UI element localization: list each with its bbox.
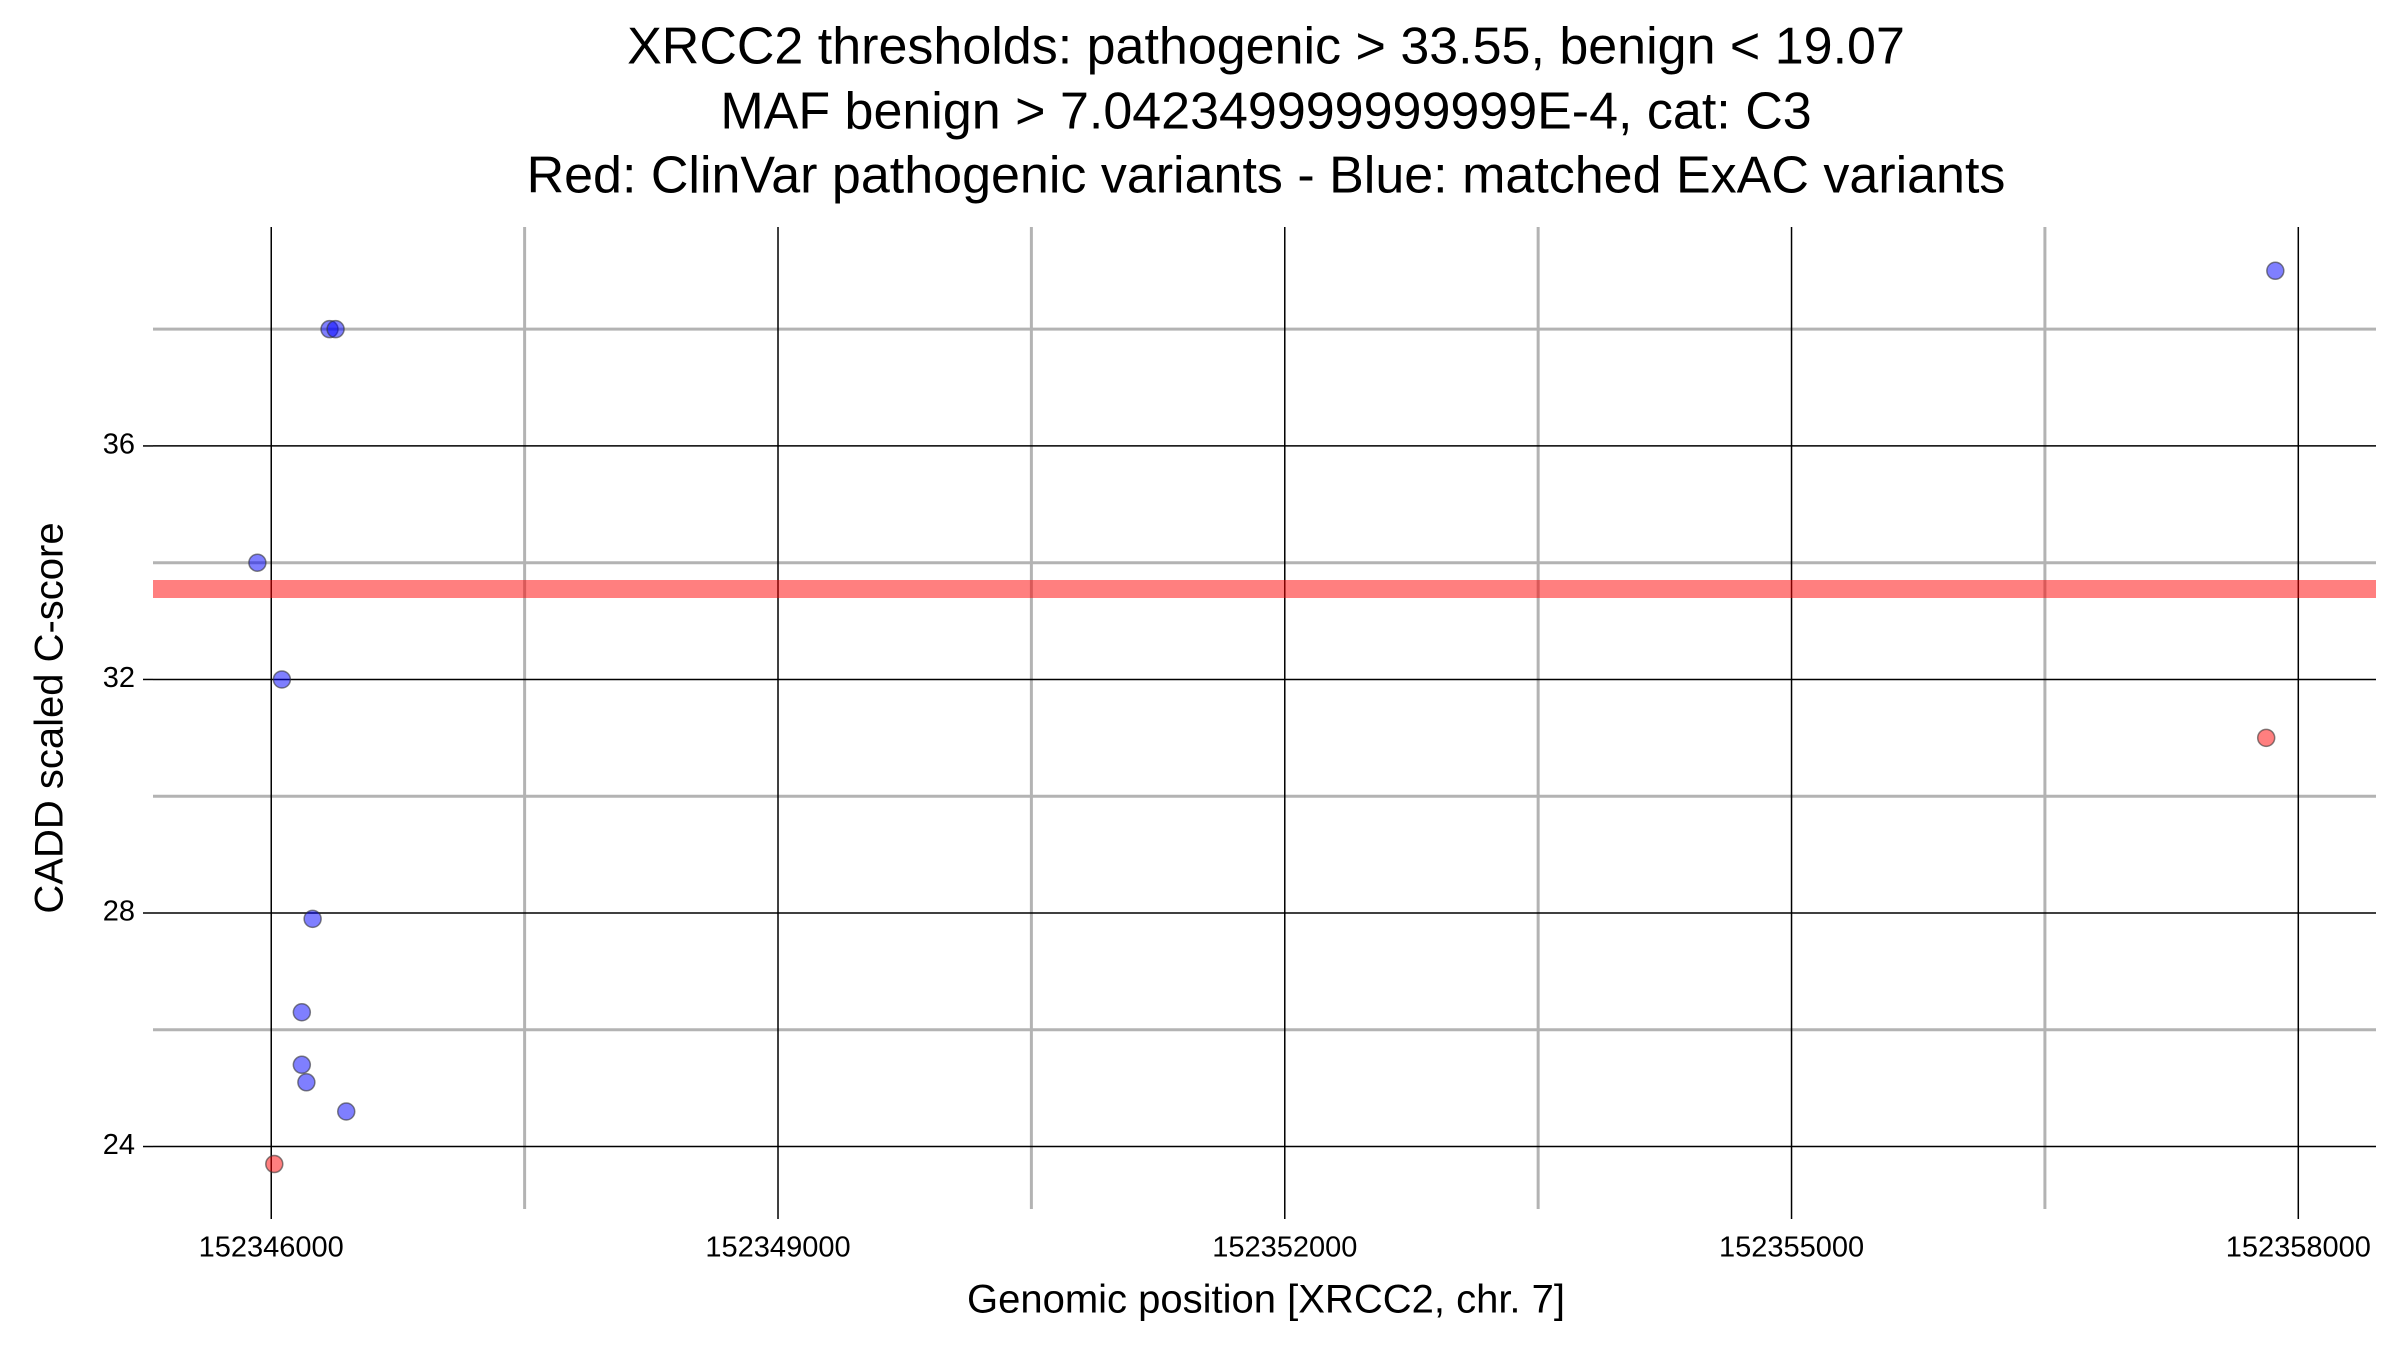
chart-title: XRCC2 thresholds: pathogenic > 33.55, be…	[627, 18, 1905, 76]
point	[303, 909, 322, 929]
chart-title: Red: ClinVar pathogenic variants - Blue:…	[527, 147, 2006, 205]
point	[326, 319, 345, 339]
x-tick-label: 152358000	[2226, 1232, 2371, 1264]
x-tick-label: 152349000	[705, 1232, 850, 1264]
point	[292, 1002, 312, 1022]
x-tick-label: 152346000	[199, 1232, 344, 1264]
y-tick-label: 28	[103, 896, 135, 928]
y-tick-label: 32	[103, 662, 135, 694]
point	[265, 1154, 284, 1174]
point	[2266, 261, 2285, 281]
x-tick-label: 152355000	[1719, 1232, 1864, 1264]
point	[248, 553, 267, 572]
point	[336, 1102, 356, 1121]
chart-title: MAF benign > 7.042349999999999E-4, cat: …	[720, 83, 1811, 141]
point	[297, 1073, 316, 1092]
point	[2256, 728, 2276, 748]
y-tick-label: 36	[103, 429, 135, 461]
y-tick-label: 24	[103, 1129, 135, 1161]
point	[292, 1055, 312, 1075]
y-axis-label: CADD scaled C-score	[28, 522, 72, 913]
x-axis-label: Genomic position [XRCC2, chr. 7]	[967, 1278, 1565, 1322]
x-tick-label: 152352000	[1212, 1232, 1357, 1264]
point	[272, 670, 292, 689]
